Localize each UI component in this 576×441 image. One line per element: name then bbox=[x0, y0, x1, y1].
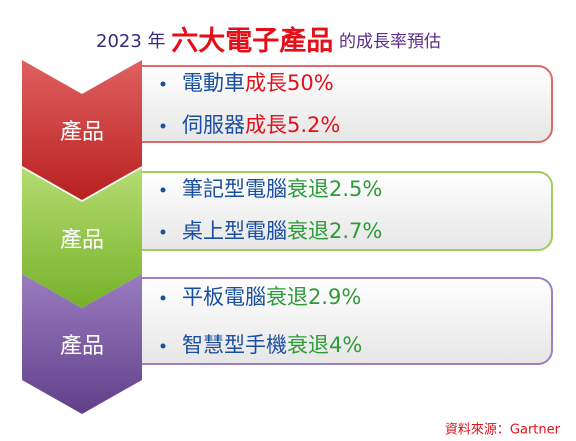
bullet bbox=[160, 343, 166, 349]
item: 平板電腦衰退2.9% bbox=[182, 285, 361, 309]
group: 產品 平板電腦衰退2.9% 智慧型手機衰退4% bbox=[22, 274, 553, 414]
bullet bbox=[160, 229, 166, 235]
item-name: 智慧型手機 bbox=[182, 333, 287, 357]
item: 桌上型電腦衰退2.7% bbox=[182, 219, 382, 243]
chevron bbox=[22, 168, 142, 308]
item-trend: 成長50% bbox=[245, 71, 334, 95]
chevron bbox=[22, 60, 142, 200]
item-trend: 衰退2.9% bbox=[266, 285, 361, 309]
title-year: 2023 年 bbox=[96, 31, 166, 52]
title-rest: 的成長率預估 bbox=[339, 32, 441, 52]
item: 筆記型電腦衰退2.5% bbox=[182, 177, 382, 201]
title: 2023 年 六大電子產品 的成長率預估 bbox=[96, 25, 441, 57]
item-trend: 成長5.2% bbox=[245, 113, 340, 137]
bullet bbox=[160, 187, 166, 193]
item-trend: 衰退2.7% bbox=[287, 219, 382, 243]
group-label: 產品 bbox=[60, 120, 104, 145]
title-highlight: 六大電子產品 bbox=[171, 25, 333, 57]
item-name: 伺服器 bbox=[182, 113, 245, 137]
item-trend: 衰退2.5% bbox=[287, 177, 382, 201]
item-name: 桌上型電腦 bbox=[182, 219, 287, 243]
item-name: 筆記型電腦 bbox=[182, 177, 287, 201]
groups: 產品電動車成長50%伺服器成長5.2%產品筆記型電腦衰退2.5%桌上型電腦衰退2… bbox=[22, 60, 553, 414]
item-name: 電動車 bbox=[182, 71, 245, 95]
bullet bbox=[160, 295, 166, 301]
item: 電動車成長50% bbox=[182, 71, 334, 95]
source: 資料來源：Gartner bbox=[445, 423, 561, 438]
chevron bbox=[22, 274, 142, 414]
group-label: 產品 bbox=[60, 228, 104, 253]
group-label: 產品 bbox=[60, 334, 104, 359]
item: 伺服器成長5.2% bbox=[182, 113, 340, 137]
bullet bbox=[160, 123, 166, 129]
item: 智慧型手機衰退4% bbox=[182, 333, 362, 357]
item-name: 平板電腦 bbox=[182, 285, 266, 309]
bullet bbox=[160, 81, 166, 87]
item-trend: 衰退4% bbox=[287, 333, 362, 357]
